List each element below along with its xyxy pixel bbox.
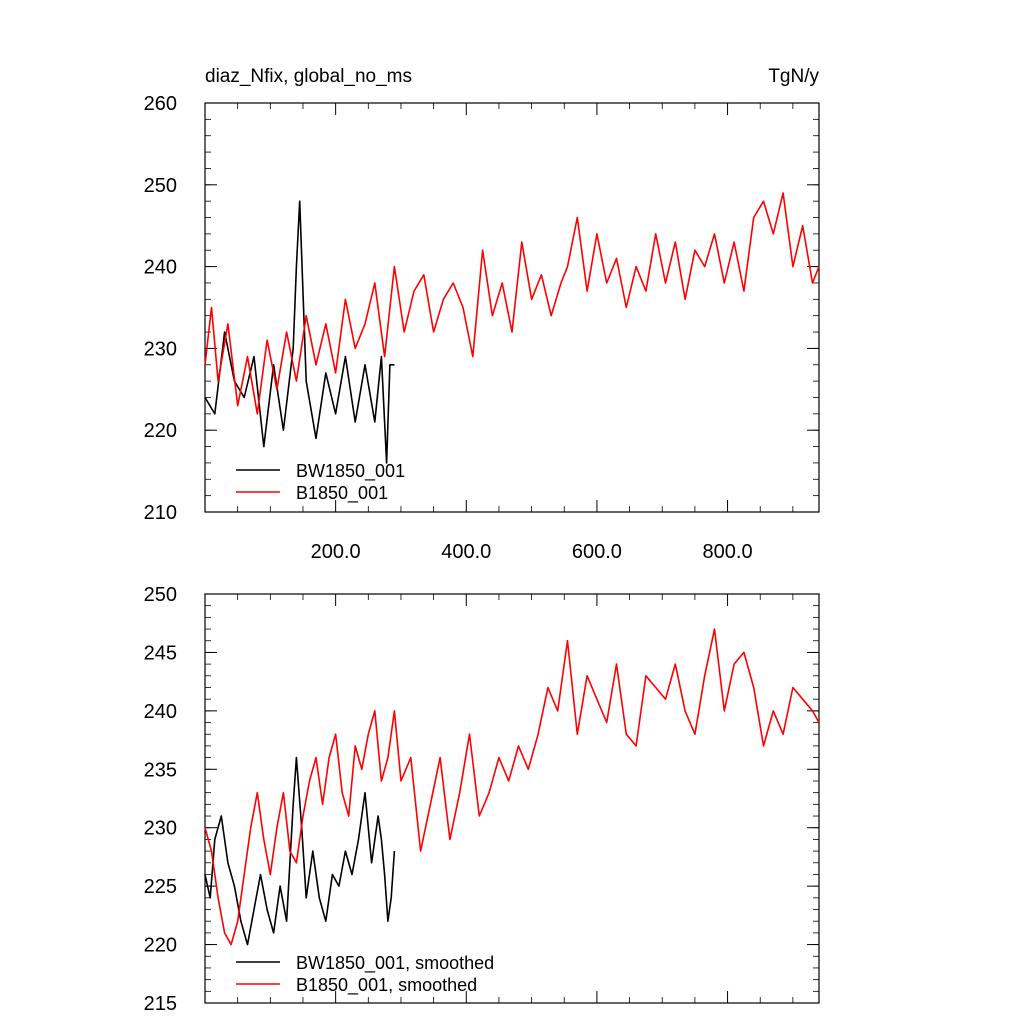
- y-tick-label: 220: [144, 935, 177, 957]
- top-axis-ticks: 210 220 230 240 250 260 200.0 400.0 600.0 800.0: [144, 93, 819, 563]
- chart-title-left: diaz_Nfix, global_no_ms: [205, 66, 412, 87]
- legend-label: B1850_001: [296, 483, 388, 504]
- y-tick-label: 250: [144, 175, 177, 197]
- y-tick-label: 235: [144, 759, 177, 781]
- x-tick-label: 200.0: [311, 541, 361, 563]
- y-tick-label: 230: [144, 818, 177, 840]
- y-tick-label: 250: [144, 584, 177, 606]
- series-line-b1850: [204, 628, 820, 946]
- series-line-bw1850: [204, 200, 395, 464]
- top-plot-frame: [204, 102, 820, 513]
- legend-label: BW1850_001, smoothed: [296, 953, 494, 974]
- y-tick-label: 245: [144, 642, 177, 664]
- y-tick-label: 230: [144, 338, 177, 360]
- bottom-series-lines: [204, 628, 820, 946]
- bottom-panel: 215 220 225 230 235 240 245 250 BW1850_001, smo…: [144, 584, 820, 1015]
- x-tick-label: 800.0: [703, 541, 753, 563]
- bottom-plot-frame: [204, 593, 820, 1004]
- top-series-lines: [204, 192, 820, 464]
- series-line-bw1850: [204, 756, 396, 946]
- y-tick-label: 240: [144, 257, 177, 279]
- y-tick-label: 215: [144, 993, 177, 1015]
- x-tick-label: 400.0: [441, 541, 491, 563]
- x-tick-label: 600.0: [572, 541, 622, 563]
- bottom-axis-ticks: 215 220 225 230 235 240 245 250: [144, 584, 819, 1015]
- y-tick-label: 210: [144, 502, 177, 524]
- y-tick-label: 225: [144, 876, 177, 898]
- chart-title-right: TgN/y: [768, 66, 819, 87]
- y-tick-label: 220: [144, 420, 177, 442]
- legend-label: B1850_001, smoothed: [296, 975, 477, 996]
- legend-label: BW1850_001: [296, 461, 405, 482]
- y-tick-label: 240: [144, 701, 177, 723]
- y-tick-label: 260: [144, 93, 177, 115]
- top-panel: diaz_Nfix, global_no_ms TgN/y 2102202302…: [144, 66, 820, 563]
- series-line-b1850: [204, 192, 820, 415]
